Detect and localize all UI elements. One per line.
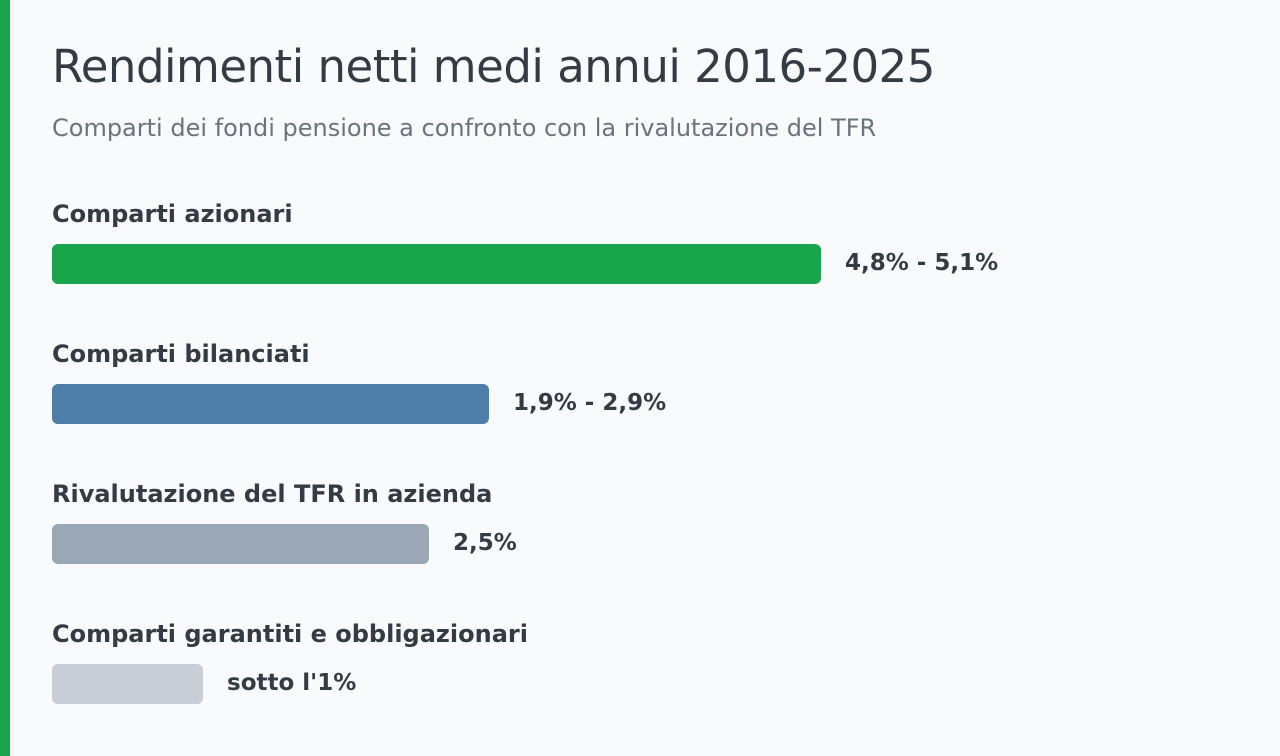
chart-title: Rendimenti netti medi annui 2016-2025 <box>52 40 935 93</box>
bar <box>52 664 203 704</box>
value-label: 4,8% - 5,1% <box>845 250 999 276</box>
category-label: Comparti garantiti e obbligazionari <box>52 620 528 648</box>
chart-subtitle: Comparti dei fondi pensione a confronto … <box>52 114 877 142</box>
bar <box>52 524 429 564</box>
category-label: Comparti azionari <box>52 200 293 228</box>
category-label: Comparti bilanciati <box>52 340 310 368</box>
bar <box>52 244 821 284</box>
bar-row: Comparti azionari 4,8% - 5,1% <box>52 200 1252 310</box>
bar-row: Rivalutazione del TFR in azienda 2,5% <box>52 480 1252 590</box>
accent-stripe <box>0 0 10 756</box>
bar-row: Comparti garantiti e obbligazionari sotto… <box>52 620 1252 730</box>
value-label: 1,9% - 2,9% <box>513 390 667 416</box>
value-label: 2,5% <box>453 530 517 556</box>
value-label: sotto l'1% <box>227 670 357 696</box>
bar-row: Comparti bilanciati 1,9% - 2,9% <box>52 340 1252 450</box>
category-label: Rivalutazione del TFR in azienda <box>52 480 493 508</box>
bar <box>52 384 489 424</box>
